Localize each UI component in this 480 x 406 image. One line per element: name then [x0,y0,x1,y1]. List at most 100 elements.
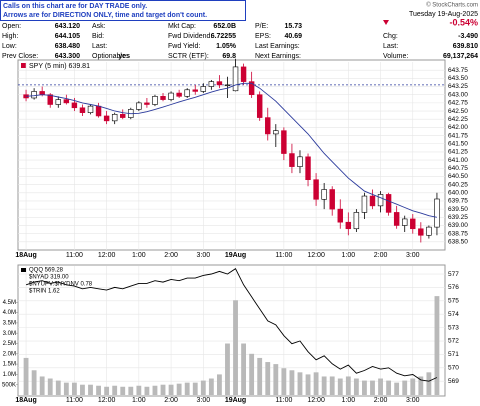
y-tick-label: 640.00 [448,190,468,197]
quote-label: Optionable: [92,53,128,60]
volume-bar [80,384,85,395]
volume-bar [362,380,367,395]
candle-body [63,99,70,104]
candle-body [120,114,126,118]
quote-label: Fwd Dividend: [168,33,212,40]
quote-label: EPS: [255,33,271,40]
x-tick-label: 1:00 [342,397,356,404]
quote-date: Tuesday 19-Aug-2025 [409,11,478,18]
volume-bar [55,380,61,395]
candle-body [321,189,327,200]
x-tick-label: 12:00 [98,252,116,259]
volume-bar [31,370,37,395]
candle-body [224,84,231,86]
volume-bar [386,380,392,395]
volume-tick-label: 1.5M [3,362,16,368]
legend-icon [21,63,26,68]
candle-body [184,89,190,97]
volume-bar [426,372,432,395]
volume-tick-label: 1.0M [3,372,16,378]
quote-value: 644.105 [55,33,80,40]
candle-body [281,130,287,154]
stat-value: -3.490 [458,33,478,40]
x-tick-label: 12:00 [307,397,325,404]
volume-bar [225,343,230,395]
change-percent: -0.54% [449,17,478,27]
volume-bar [249,353,255,395]
stat-label: Chg: [383,33,398,40]
volume-tick-label: 2.5M [3,341,16,347]
price-panel [17,59,446,251]
x-tick-label: 12:00 [307,252,325,259]
quote-label: Next Earnings: [255,53,301,60]
y-tick-label: 642.75 [448,100,468,107]
quote-value: yes [118,53,130,60]
y-tick-label: 643.75 [448,67,468,74]
candle-body [393,212,400,226]
candle-body [361,195,368,213]
notice-line: Calls on this chart are for DAY TRADE on… [3,3,147,10]
volume-bar [297,372,303,395]
x-tick-label: 2:00 [164,397,178,404]
indicator-label: $TRIN 1.62 [29,289,60,295]
candle-body [240,66,247,82]
candle-body [152,96,158,105]
candle-body [289,153,295,167]
candle-body [434,198,440,228]
volume-bar [410,378,416,395]
volume-bar [192,382,198,395]
x-tick-label: 3:00 [196,252,210,259]
x-tick-label: 2:00 [164,252,178,259]
volume-bar [370,380,375,395]
candle-body [256,94,263,118]
legend-icon [21,268,26,272]
x-tick-label: 1:00 [132,397,146,404]
legend-entry: QQQ 569.28 [29,268,64,274]
quote-label: Low: [2,43,17,50]
y-tick-label: 643.50 [448,75,468,82]
y-tick-label: 643.00 [448,91,468,98]
down-arrow [383,20,389,25]
y-tick-label: 642.00 [448,124,468,131]
volume-bar [160,384,166,395]
quote-label: Last: [92,43,107,50]
y-tick-label: 641.75 [448,132,468,139]
candle-body [377,194,384,207]
volume-tick-label: 4.5M [3,300,16,306]
x-tick-label: 3:00 [406,397,420,404]
lower-panel [17,264,446,397]
x-tick-label: 12:00 [98,397,116,404]
x-tick-label: 2:00 [374,397,388,404]
price-line [25,268,438,382]
quote-label: Prev Close: [2,53,38,60]
indicator-label: $NYAD 319.00 [29,275,69,281]
x-tick-label: 1:00 [342,252,356,259]
volume-bar [63,382,69,395]
candle-body [305,156,311,181]
candle-body [39,91,45,95]
brand: © StockCharts.com [426,2,478,9]
volume-tick-label: 2.0M [3,351,16,357]
y-tick-label: 642.50 [448,108,468,115]
candle-body [47,94,53,105]
volume-bar [241,343,247,395]
y-tick-label: 574 [448,311,459,318]
volume-bar [378,378,383,395]
candle-body [273,130,279,135]
y-tick-label: 641.00 [448,157,468,164]
volume-bar [144,386,150,395]
candle-body [369,195,376,207]
candle-body [265,117,271,135]
volume-tick-label: 4.0M [3,310,16,316]
volume-bar [152,385,158,395]
quote-value: 643.120 [55,23,80,30]
quote-value: 652.0B [213,23,236,30]
quote-value: 643.300 [55,53,80,60]
candle-body [297,156,303,167]
volume-bar [176,383,182,395]
candle-body [216,81,223,86]
volume-bar [233,300,238,395]
x-tick-label: 3:00 [196,397,210,404]
quote-label: P/E: [255,23,268,30]
volume-bar [88,384,93,395]
